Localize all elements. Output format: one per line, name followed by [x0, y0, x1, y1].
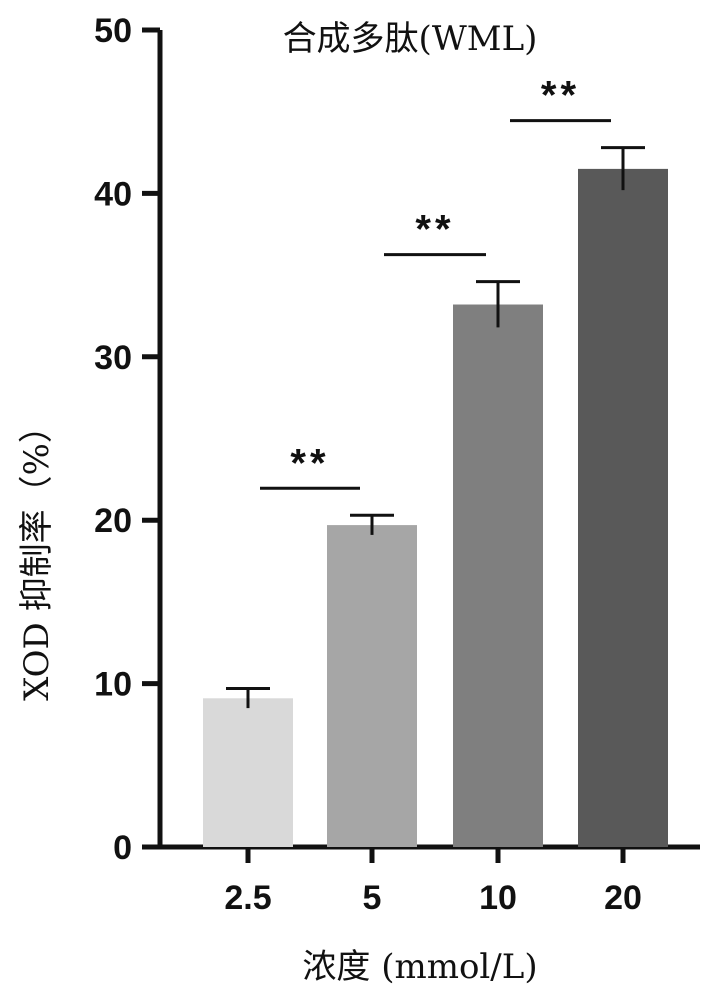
bar [578, 168, 668, 847]
y-axis-title: XOD 抑制率（%） [17, 409, 57, 701]
bar [203, 698, 293, 847]
y-tick-label: 20 [94, 502, 132, 540]
plot-area: 0 10 20 30 40 50 2.5 5 10 20 ** ** ** [94, 12, 700, 917]
x-tick-label: 20 [604, 879, 642, 917]
x-tick-label: 10 [479, 879, 517, 917]
y-tick-label: 50 [94, 12, 132, 50]
bar [327, 525, 417, 847]
y-tick-label: 0 [113, 829, 132, 867]
y-tick-label: 30 [94, 339, 132, 377]
x-tick-label: 5 [363, 879, 382, 917]
y-tick-label: 10 [94, 666, 132, 704]
x-axis-title: 浓度 (mmol/L) [302, 947, 537, 987]
bar [453, 304, 543, 848]
significance-label: ** [415, 208, 454, 252]
x-tick-label: 2.5 [224, 879, 271, 917]
significance-label: ** [541, 74, 580, 118]
y-tick-label: 40 [94, 175, 132, 213]
chart-title: 合成多肽(WML) [283, 19, 538, 59]
significance-label: ** [290, 441, 329, 485]
